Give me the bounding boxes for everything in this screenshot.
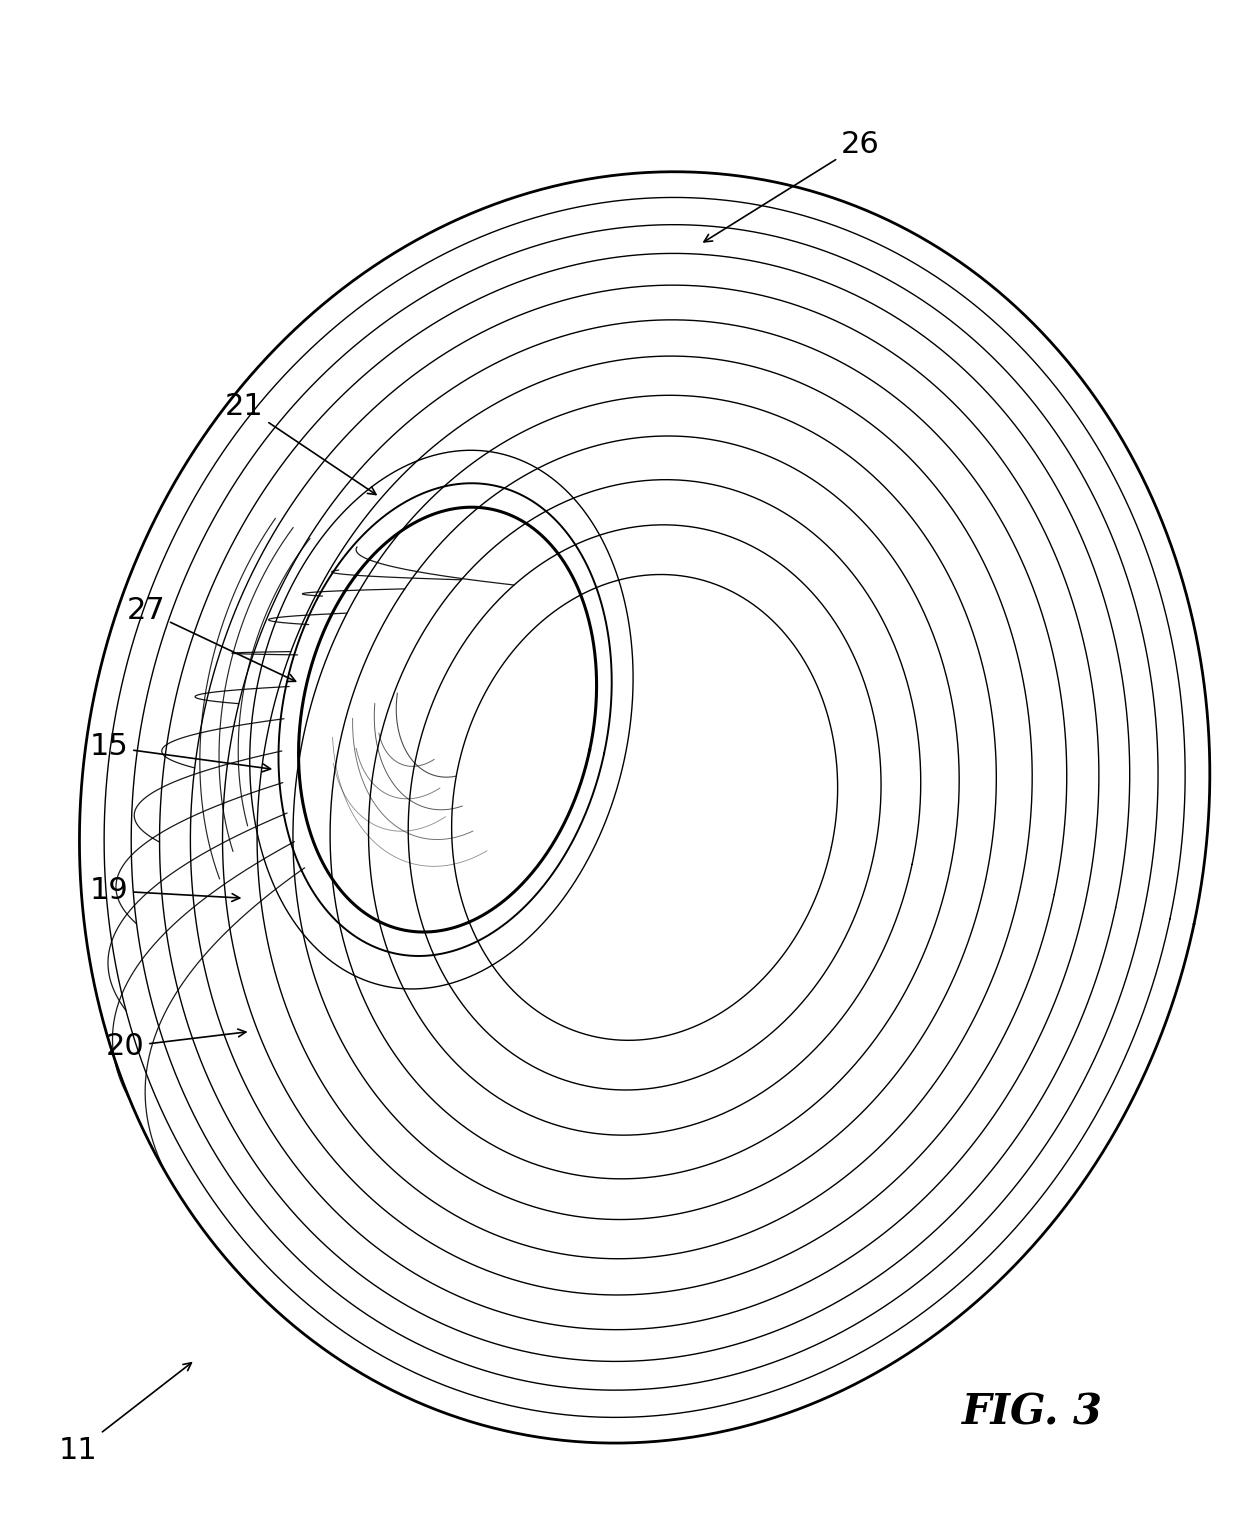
Text: 11: 11 <box>58 1362 191 1465</box>
Text: 20: 20 <box>105 1029 246 1061</box>
Text: FIG. 3: FIG. 3 <box>962 1391 1104 1434</box>
Text: 21: 21 <box>224 392 376 494</box>
Text: 27: 27 <box>126 596 295 681</box>
Text: 26: 26 <box>704 130 879 242</box>
Text: 19: 19 <box>89 876 239 905</box>
Text: 15: 15 <box>89 733 270 771</box>
